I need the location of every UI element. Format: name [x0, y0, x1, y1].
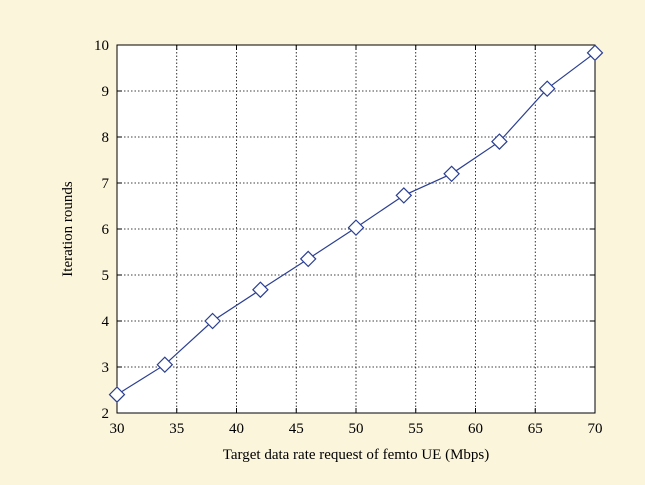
- x-tick-label: 35: [169, 421, 184, 437]
- data-point-marker: [299, 250, 317, 268]
- data-point-marker: [395, 187, 413, 204]
- y-tick-label: 2: [102, 406, 110, 422]
- data-point-marker: [586, 44, 604, 62]
- data-point-marker: [108, 386, 126, 403]
- x-tick-label: 70: [588, 421, 603, 437]
- data-point-marker: [491, 133, 508, 150]
- y-tick-label: 5: [102, 268, 110, 284]
- data-point-marker: [347, 219, 365, 236]
- marker-layer: [108, 44, 604, 403]
- data-point-marker: [538, 80, 556, 98]
- y-tick-label: 4: [102, 314, 110, 330]
- y-tick-label: 3: [102, 360, 110, 376]
- x-axis-title: Target data rate request of femto UE (Mb…: [223, 447, 490, 463]
- y-tick-label: 8: [102, 130, 110, 146]
- x-tick-label: 40: [229, 421, 244, 437]
- y-tick-label: 9: [102, 84, 110, 100]
- x-tick-label: 30: [110, 421, 125, 437]
- x-tick-label: 55: [408, 421, 423, 437]
- x-tick-label: 65: [528, 421, 543, 437]
- data-point-marker: [252, 281, 269, 299]
- data-point-marker: [156, 356, 174, 374]
- data-point-marker: [204, 312, 221, 330]
- x-tick-label: 60: [468, 421, 483, 437]
- y-tick-label: 6: [102, 222, 110, 238]
- x-tick-label: 45: [289, 421, 304, 437]
- y-tick-label: 10: [94, 38, 109, 54]
- y-axis-title: Iteration rounds: [60, 181, 76, 277]
- data-point-marker: [443, 165, 460, 183]
- x-tick-label: 50: [349, 421, 364, 437]
- y-tick-label: 7: [102, 176, 110, 192]
